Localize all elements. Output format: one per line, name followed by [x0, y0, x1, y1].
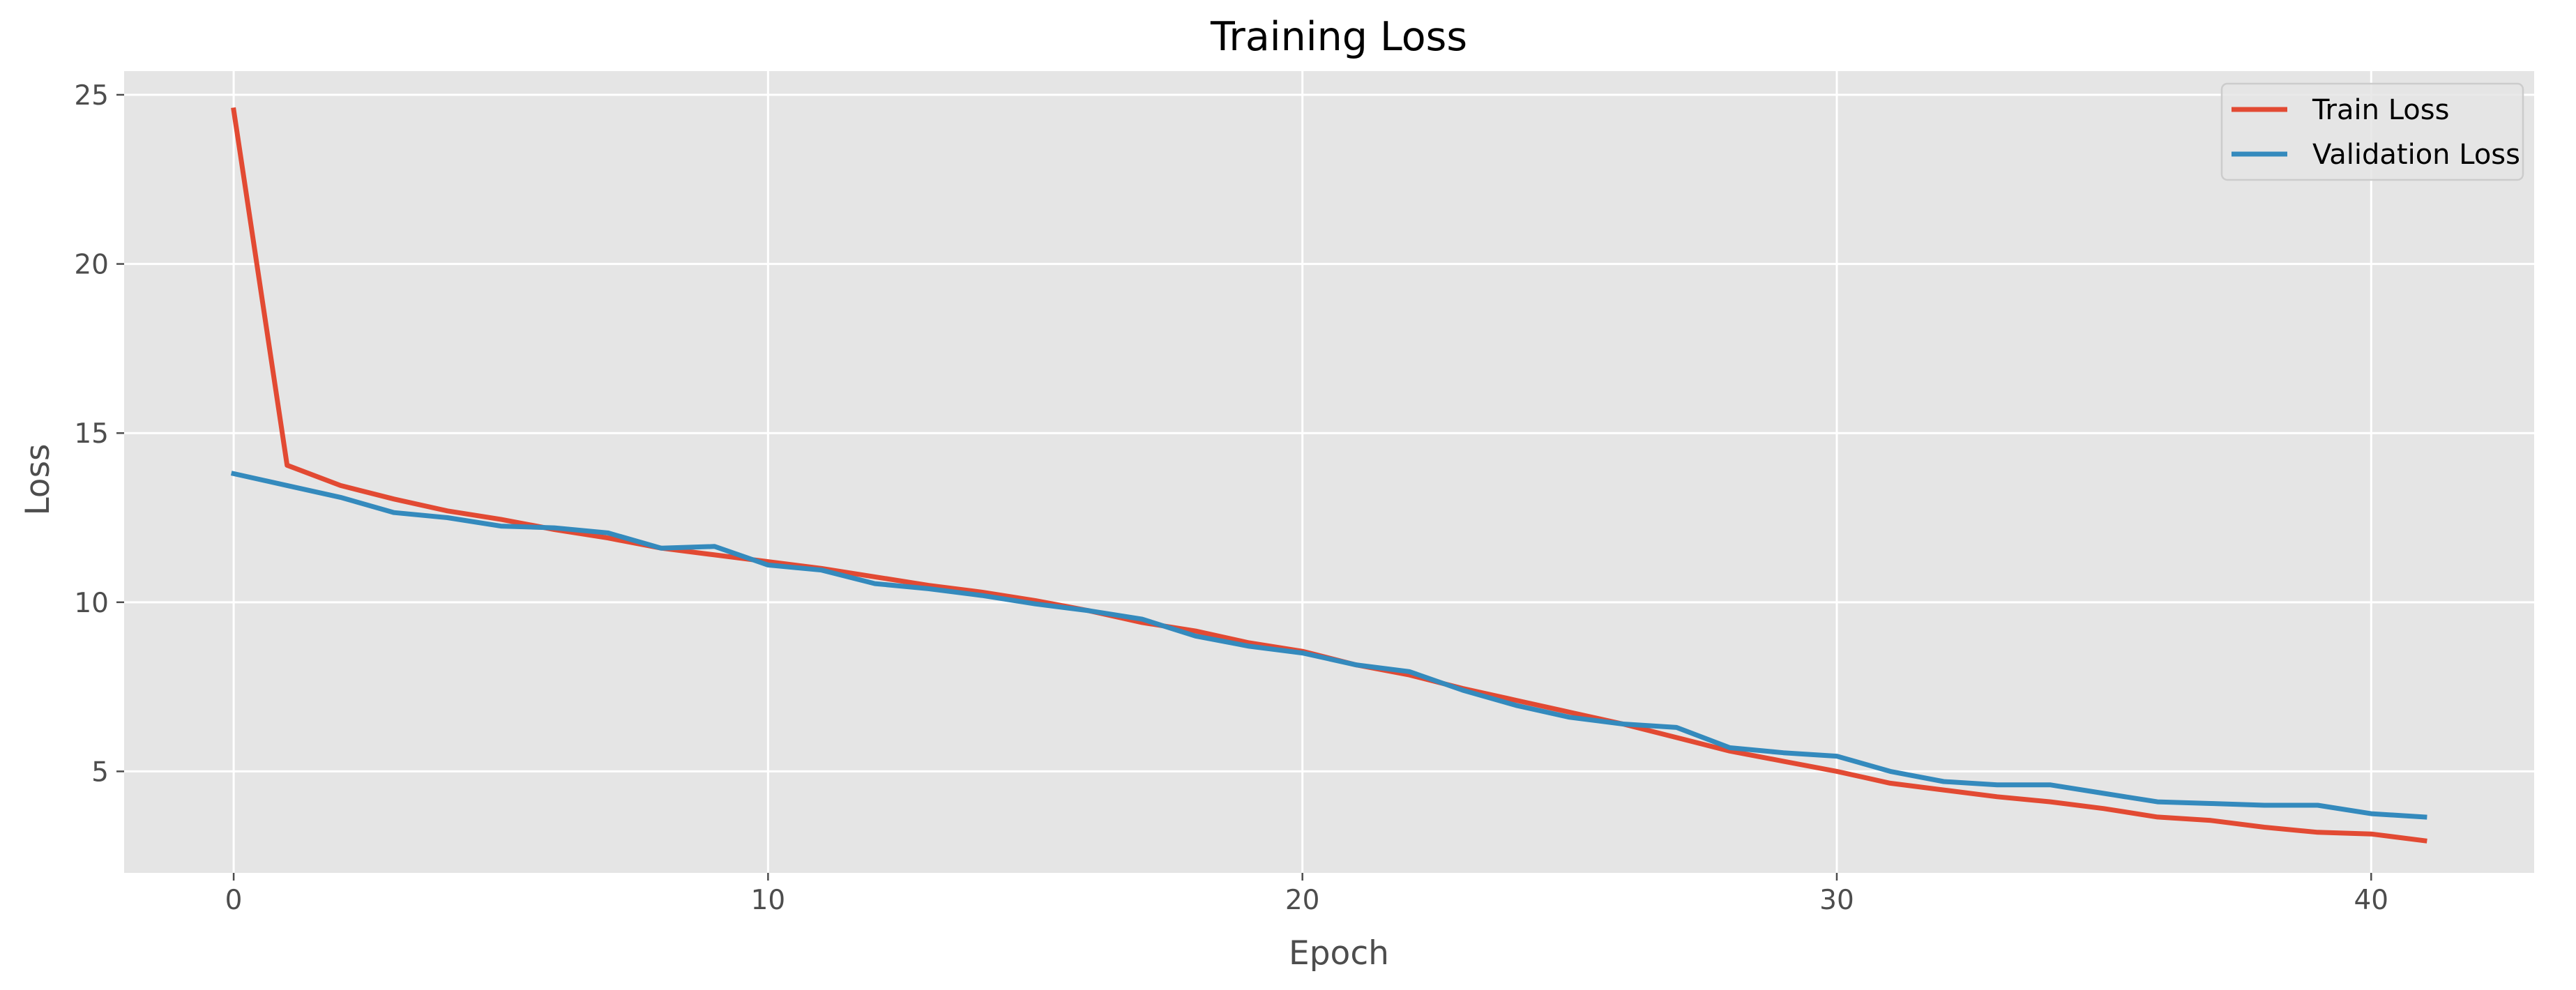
- validation-loss-point: [1086, 609, 1091, 613]
- validation-loss-point: [392, 510, 396, 515]
- train-loss-point: [1941, 788, 1946, 792]
- y-tick-label: 20: [74, 250, 109, 281]
- train-loss-point: [392, 497, 396, 501]
- validation-loss-point: [2423, 815, 2427, 819]
- validation-loss-point: [819, 568, 824, 572]
- y-tick-label: 25: [74, 80, 109, 112]
- validation-loss-legend-label: Validation Loss: [2312, 139, 2520, 171]
- train-loss-point: [1995, 795, 1999, 799]
- validation-loss-point: [2049, 783, 2053, 787]
- validation-loss-point: [1888, 769, 1893, 773]
- validation-loss-point: [1514, 703, 1518, 708]
- validation-loss-point: [1728, 745, 1732, 749]
- validation-loss-point: [659, 546, 663, 550]
- train-loss-point: [2316, 830, 2320, 835]
- validation-loss-point: [1461, 688, 1465, 692]
- validation-loss-point: [2316, 803, 2320, 807]
- legend: Train Loss Validation Loss: [2220, 82, 2524, 181]
- train-loss-point: [232, 108, 236, 112]
- x-tick-label: 30: [1819, 885, 1854, 916]
- train-loss-point: [1674, 736, 1679, 740]
- validation-loss-point: [1301, 651, 1305, 655]
- validation-loss-point: [1247, 644, 1251, 648]
- validation-loss-point: [980, 593, 984, 597]
- x-tick-label: 0: [225, 885, 243, 916]
- validation-loss-point: [2208, 802, 2213, 806]
- train-loss-legend-label: Train Loss: [2312, 94, 2449, 126]
- train-loss-point: [499, 517, 503, 521]
- validation-loss-point: [499, 524, 503, 528]
- validation-loss-point: [232, 471, 236, 475]
- train-loss-point: [713, 553, 717, 557]
- validation-loss-point: [1193, 634, 1197, 638]
- train-loss-point: [2369, 832, 2373, 836]
- validation-loss-point: [552, 526, 556, 530]
- train-loss-point: [1888, 781, 1893, 785]
- validation-loss-point: [1674, 725, 1679, 729]
- validation-loss-line: [230, 471, 2427, 820]
- train-loss-point: [2208, 818, 2213, 823]
- validation-loss-series: [230, 471, 2427, 820]
- train-loss-point: [285, 463, 289, 467]
- plot-background: [124, 71, 2534, 873]
- x-tick-label: 40: [2354, 885, 2388, 916]
- validation-loss-point: [1835, 754, 1839, 759]
- validation-loss-point: [873, 581, 877, 586]
- train-loss-point: [1835, 769, 1839, 773]
- train-loss-point: [446, 509, 450, 513]
- chart-title: Training Loss: [1210, 14, 1467, 60]
- train-loss-point: [1193, 629, 1197, 633]
- validation-loss-point: [1995, 783, 1999, 787]
- train-loss-point: [1781, 759, 1785, 763]
- train-loss-point: [605, 536, 609, 540]
- validation-loss-point: [446, 516, 450, 520]
- train-loss-point: [2049, 800, 2053, 804]
- y-axis-label: Loss: [19, 443, 57, 515]
- y-tick-label: 10: [74, 588, 109, 619]
- validation-loss-point: [2369, 812, 2373, 816]
- y-tick-label: 5: [91, 756, 109, 788]
- train-loss-point: [873, 574, 877, 579]
- validation-loss-point: [338, 495, 342, 499]
- train-loss-point: [338, 483, 342, 487]
- train-loss-point: [2155, 815, 2160, 819]
- validation-loss-point: [1140, 617, 1144, 621]
- x-tick-label: 10: [751, 885, 786, 916]
- validation-loss-point: [285, 483, 289, 487]
- x-tick-label: 20: [1285, 885, 1320, 916]
- train-loss-point: [2262, 825, 2266, 829]
- validation-loss-point: [1568, 715, 1572, 719]
- validation-loss-point: [1941, 779, 1946, 784]
- validation-loss-point: [1407, 669, 1411, 673]
- validation-loss-point: [2102, 791, 2106, 795]
- validation-loss-point: [1354, 663, 1358, 667]
- validation-loss-point: [713, 544, 717, 549]
- validation-loss-point: [766, 563, 770, 567]
- validation-loss-point: [2155, 800, 2160, 804]
- train-loss-point: [1514, 699, 1518, 703]
- validation-loss-point: [926, 586, 930, 591]
- validation-loss-point: [1781, 751, 1785, 755]
- validation-loss-point: [605, 531, 609, 535]
- validation-loss-point: [1621, 722, 1625, 726]
- validation-loss-point: [2262, 803, 2266, 807]
- validation-loss-point: [1033, 602, 1038, 606]
- train-loss-point: [2423, 839, 2427, 843]
- x-axis-label: Epoch: [1289, 934, 1389, 973]
- train-loss-point: [1568, 710, 1572, 715]
- legend-box: [2220, 82, 2524, 181]
- train-loss-point: [2102, 807, 2106, 811]
- plot-area: 0 10 20 30 40 5 10 15 20 25: [74, 71, 2534, 916]
- y-tick-label: 15: [74, 418, 109, 450]
